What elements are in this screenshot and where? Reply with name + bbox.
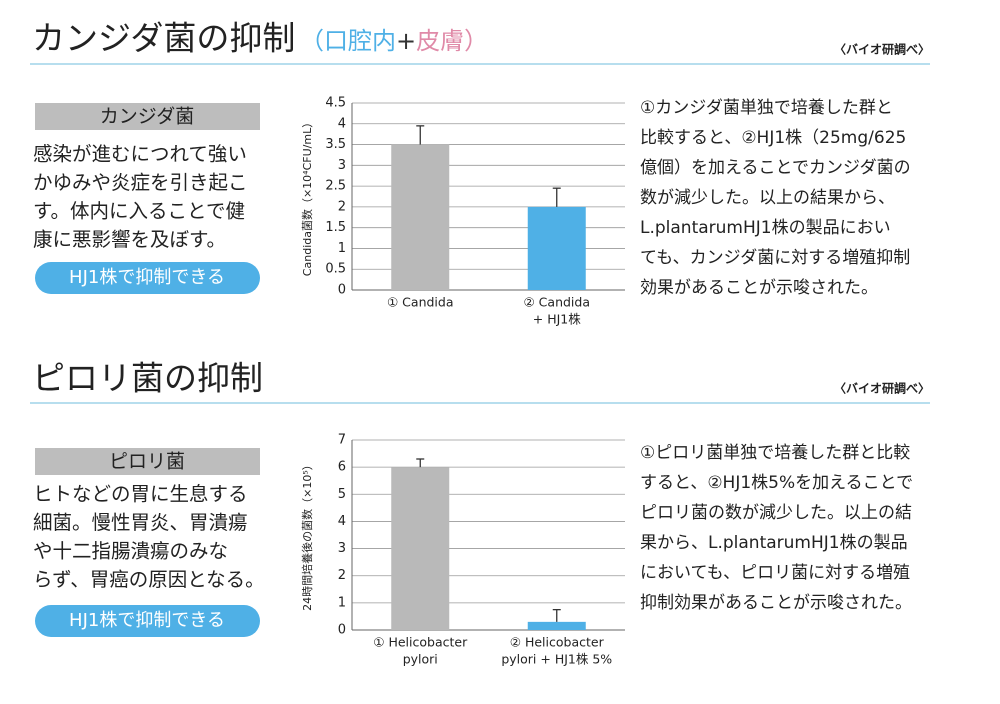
label: カンジダ菌 [100, 106, 195, 128]
x-tick-label: ② Candida [524, 295, 591, 310]
y-tick-label: 3 [338, 158, 346, 173]
y-tick-label: 1 [338, 241, 346, 256]
label-box [35, 448, 260, 475]
label: ピロリ菌 [109, 451, 185, 473]
description-line: ヒトなどの胃に生息する [33, 483, 248, 506]
subtitle: （口腔内+皮膚） [300, 27, 488, 55]
result-line: 効果があることが示唆された。 [640, 278, 878, 298]
button-label: HJ1株で抑制できる [69, 610, 225, 631]
result-line: ①カンジダ菌単独で培養した群と [640, 98, 893, 118]
y-tick-label: 1.5 [325, 220, 346, 235]
y-tick-label: 4.5 [325, 96, 346, 111]
y-tick-label: 6 [338, 460, 346, 475]
result-line: ピロリ菌の数が減少した。以上の結 [640, 503, 912, 523]
y-tick-label: 2.5 [325, 179, 346, 194]
x-tick-label: + HJ1株 [533, 312, 581, 327]
y-axis-label: Candida菌数（×10⁴CFU/mL） [301, 117, 314, 276]
description-line: 感染が進むにつれて強い [33, 143, 247, 166]
source: 〈バイオ研調べ〉 [834, 42, 930, 57]
x-tick-label: ① Helicobacter [373, 635, 468, 650]
button [35, 262, 260, 294]
result-line: 比較すると、②HJ1株（25mg/625 [640, 128, 906, 148]
button-label: HJ1株で抑制できる [69, 267, 225, 288]
y-tick-label: 3 [338, 541, 346, 556]
result-line: ①ピロリ菌単独で培養した群と比較 [640, 443, 910, 463]
bar [527, 206, 586, 290]
result-line: 数が減少した。以上の結果から、 [640, 188, 895, 208]
subtitle-part: + [396, 27, 416, 55]
bar [391, 467, 450, 630]
x-tick-label: pylori + HJ1株 5% [501, 652, 612, 667]
subtitle-part: 口腔内 [324, 27, 396, 55]
result-line: においても、ピロリ菌に対する増殖 [640, 563, 910, 583]
bar [391, 144, 450, 290]
y-tick-label: 0 [338, 623, 346, 638]
y-tick-label: 4 [338, 514, 346, 529]
y-tick-label: 4 [338, 116, 346, 131]
subtitle-part: （ [300, 27, 324, 55]
description-line: や十二指腸潰瘍のみな [33, 540, 228, 563]
y-tick-label: 3.5 [325, 137, 346, 152]
y-tick-label: 0 [338, 283, 346, 298]
source: 〈バイオ研調べ〉 [834, 381, 930, 396]
x-tick-label: ② Helicobacter [510, 635, 605, 650]
x-tick-label: ① Candida [387, 295, 454, 310]
y-tick-label: 1 [338, 595, 346, 610]
result-line: L.plantarumHJ1株の製品におい [640, 218, 891, 238]
x-tick-label: pylori [403, 652, 438, 667]
result-line: すると、②HJ1株5%を加えることで [640, 473, 913, 493]
result-line: ても、カンジダ菌に対する増殖抑制 [640, 248, 910, 268]
description-line: かゆみや炎症を引き起こ [33, 171, 248, 194]
button [35, 605, 260, 637]
description-line: らず、胃癌の原因となる。 [33, 568, 265, 591]
subtitle-part: ） [464, 27, 488, 55]
y-tick-label: 2 [338, 568, 346, 583]
section-title: ピロリ菌の抑制 [32, 359, 263, 398]
subtitle-part: 皮膚 [416, 27, 464, 55]
y-tick-label: 2 [338, 199, 346, 214]
y-tick-label: 0.5 [325, 262, 346, 277]
y-tick-label: 7 [338, 433, 346, 448]
result-line: 億個）を加えることでカンジダ菌の [640, 158, 911, 178]
y-axis-label: 24時間培養後の菌数（×10⁵） [300, 459, 314, 611]
description-line: す。体内に入ることで健 [33, 200, 245, 223]
bar [527, 621, 586, 630]
description-line: 細菌。慢性胃炎、胃潰瘍 [33, 511, 248, 534]
description-line: 康に悪影響を及ぼす。 [33, 228, 226, 251]
result-line: 抑制効果があることが示唆された。 [640, 593, 912, 613]
label-box [35, 103, 260, 130]
section-title: カンジダ菌の抑制 [32, 19, 295, 58]
y-tick-label: 5 [338, 487, 346, 502]
result-line: 果から、L.plantarumHJ1株の製品 [640, 533, 908, 553]
